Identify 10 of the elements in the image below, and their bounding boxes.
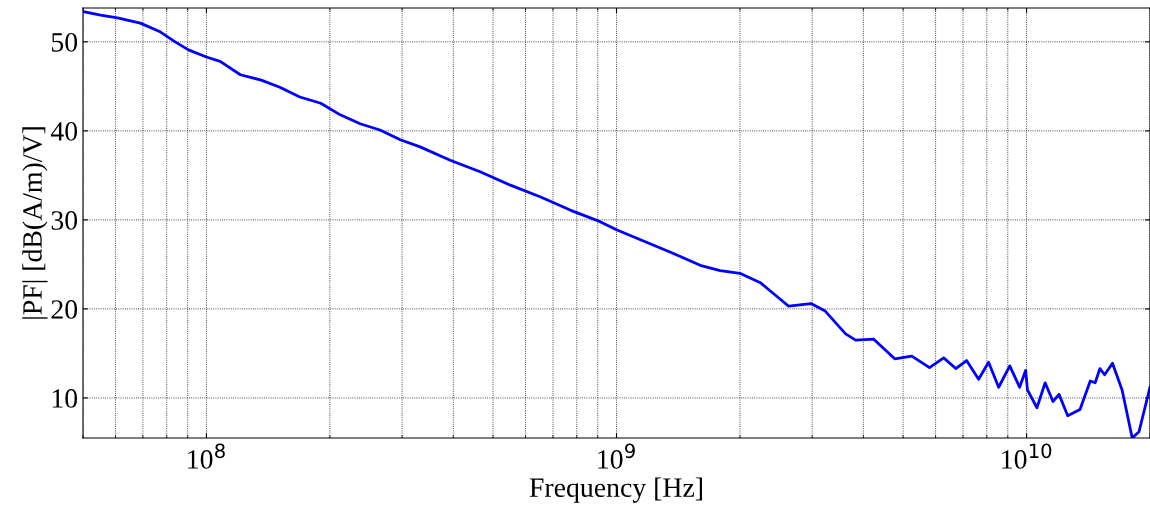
x-tick-label: 10$^{10}$ (1002, 443, 1052, 469)
x-tick-label: 10$^{9}$ (598, 443, 635, 469)
y-axis-title: |PF| [dB(A/m)/V] (22, 127, 48, 319)
y-tick-label: 40 (50, 122, 78, 141)
x-axis-title: Frequency [Hz] (529, 477, 702, 503)
x-tick-label: 10$^{8}$ (188, 443, 225, 469)
y-tick-label: 30 (51, 211, 78, 230)
y-tick-label: 20 (51, 300, 78, 319)
y-tick-label: 10 (52, 389, 78, 408)
y-tick-label: 50 (51, 33, 78, 52)
